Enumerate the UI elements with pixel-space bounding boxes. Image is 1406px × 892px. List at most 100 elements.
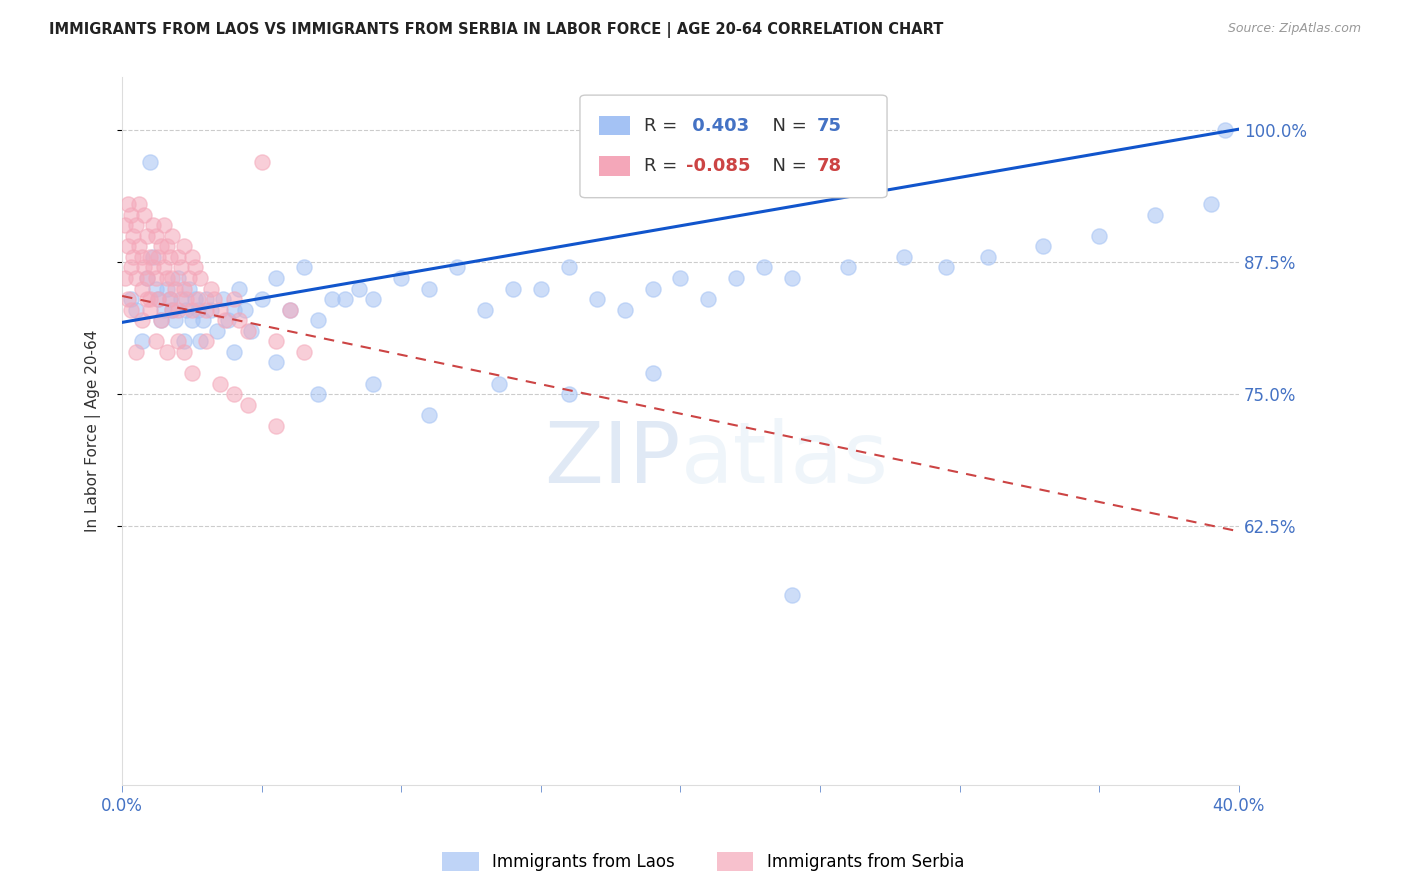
Point: [170, 292, 193, 306]
Point: [307, 313, 329, 327]
Point: [145, 228, 167, 243]
Point: [162, 302, 184, 317]
Point: [131, 334, 153, 349]
Point: [292, 260, 315, 275]
Point: [697, 292, 720, 306]
Point: [335, 292, 357, 306]
Point: [148, 292, 170, 306]
Point: [837, 260, 859, 275]
Point: [217, 313, 239, 327]
Point: [148, 250, 170, 264]
Point: [173, 345, 195, 359]
Point: [250, 154, 273, 169]
Point: [1032, 239, 1054, 253]
Point: [167, 250, 190, 264]
Point: [278, 302, 301, 317]
Point: [194, 334, 217, 349]
Point: [307, 387, 329, 401]
Point: [156, 282, 179, 296]
Point: [278, 302, 301, 317]
Point: [176, 292, 198, 306]
Point: [150, 239, 173, 253]
Point: [1199, 197, 1222, 211]
Point: [125, 302, 148, 317]
Point: [114, 219, 136, 233]
Point: [142, 260, 165, 275]
Point: [264, 418, 287, 433]
Point: [173, 334, 195, 349]
Point: [669, 271, 692, 285]
Text: atlas: atlas: [681, 417, 889, 501]
Point: [156, 345, 179, 359]
Point: [200, 302, 222, 317]
Point: [167, 334, 190, 349]
Point: [120, 302, 142, 317]
Point: [117, 197, 139, 211]
Point: [170, 260, 193, 275]
Point: [754, 260, 776, 275]
Point: [222, 292, 245, 306]
Point: [159, 292, 181, 306]
Point: [202, 292, 225, 306]
Point: [200, 282, 222, 296]
Point: [1144, 208, 1167, 222]
Point: [725, 271, 748, 285]
Point: [173, 282, 195, 296]
Point: [446, 260, 468, 275]
Point: [264, 271, 287, 285]
Point: [188, 334, 211, 349]
Text: R =: R =: [644, 157, 682, 175]
Point: [145, 334, 167, 349]
Point: [136, 228, 159, 243]
Point: [150, 313, 173, 327]
Point: [131, 250, 153, 264]
Point: [125, 271, 148, 285]
Point: [136, 271, 159, 285]
Point: [893, 250, 915, 264]
Point: [145, 271, 167, 285]
Point: [125, 345, 148, 359]
Point: [179, 282, 201, 296]
Point: [418, 282, 440, 296]
Point: [236, 324, 259, 338]
Point: [165, 282, 187, 296]
Point: [186, 302, 208, 317]
Point: [167, 302, 190, 317]
Point: [214, 313, 236, 327]
Bar: [599, 116, 630, 136]
Point: [162, 271, 184, 285]
Point: [183, 260, 205, 275]
Point: [181, 366, 204, 380]
Point: [159, 250, 181, 264]
Point: [128, 197, 150, 211]
Point: [211, 292, 233, 306]
Point: [162, 302, 184, 317]
Point: [139, 250, 162, 264]
Text: Source: ZipAtlas.com: Source: ZipAtlas.com: [1227, 22, 1361, 36]
Point: [153, 302, 176, 317]
Point: [191, 313, 214, 327]
Point: [181, 250, 204, 264]
Point: [780, 588, 803, 602]
Point: [181, 302, 204, 317]
Point: [585, 292, 607, 306]
Point: [142, 250, 165, 264]
Point: [222, 345, 245, 359]
Bar: [599, 156, 630, 176]
Point: [186, 292, 208, 306]
Point: [363, 292, 385, 306]
Point: [250, 292, 273, 306]
Text: 75: 75: [817, 117, 842, 135]
Point: [148, 292, 170, 306]
Point: [156, 239, 179, 253]
Point: [264, 355, 287, 369]
Point: [120, 208, 142, 222]
Point: [153, 219, 176, 233]
Point: [474, 302, 496, 317]
Point: [167, 271, 190, 285]
Point: [145, 282, 167, 296]
Point: [120, 260, 142, 275]
Text: 0.403: 0.403: [686, 117, 749, 135]
Point: [641, 282, 664, 296]
Point: [530, 282, 553, 296]
